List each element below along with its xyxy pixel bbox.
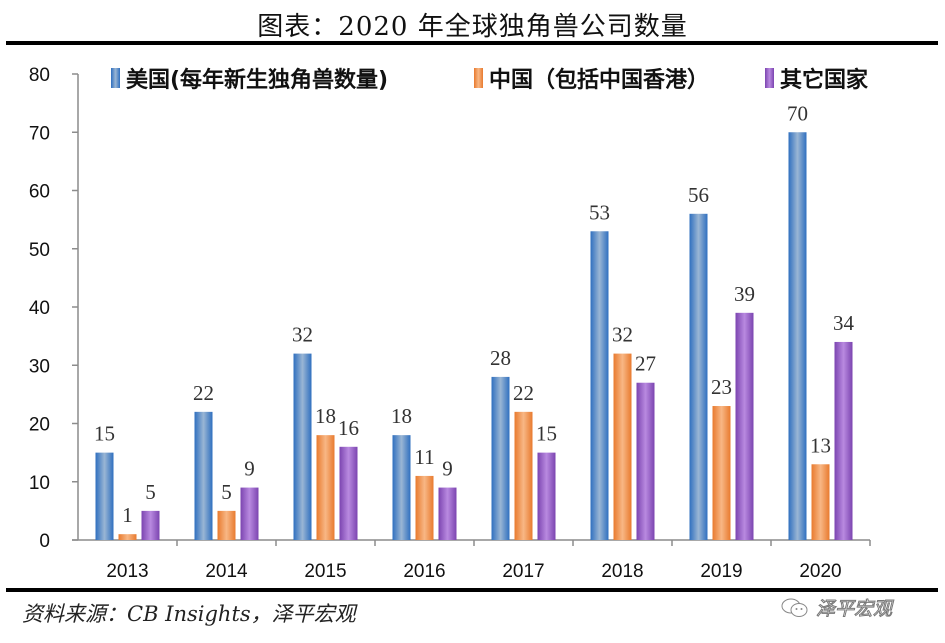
data-label-other-2017: 15 (536, 422, 557, 446)
data-labels: 1522321828535670151811223223135916915273… (94, 101, 855, 527)
legend-swatch-china (474, 68, 483, 88)
data-label-china-2014: 5 (221, 480, 232, 504)
legend-label-china: 中国（包括中国香港） (489, 67, 709, 93)
bar-us-2018 (590, 231, 609, 540)
bar-us-2015 (293, 353, 312, 540)
x-tick-label: 2018 (601, 561, 643, 582)
legend-item-china: 中国（包括中国香港） (474, 67, 709, 93)
source-note: 资料来源：CB Insights，泽平宏观 (22, 602, 356, 626)
y-tick-label: 30 (29, 356, 50, 377)
bar-other-2019 (735, 312, 754, 540)
data-label-us-2020: 70 (787, 101, 808, 125)
data-label-other-2014: 9 (244, 457, 255, 481)
bar-chart: 美国(每年新生独角兽数量) 中国（包括中国香港） 其它国家 0 10 20 30 40 5… (29, 65, 871, 582)
legend-swatch-other (765, 68, 774, 88)
bar-china-2019 (712, 406, 731, 540)
data-label-us-2014: 22 (193, 381, 214, 405)
bar-other-2016 (438, 487, 457, 540)
data-label-china-2020: 13 (810, 433, 831, 457)
data-label-us-2015: 32 (292, 323, 313, 347)
data-label-us-2017: 28 (490, 346, 511, 370)
legend-label-us: 美国(每年新生独角兽数量) (126, 67, 388, 93)
data-label-other-2019: 39 (734, 282, 755, 306)
bar-other-2014 (240, 487, 259, 540)
y-tick-label: 0 (39, 531, 50, 552)
data-label-other-2020: 34 (833, 311, 855, 335)
data-label-other-2018: 27 (635, 352, 656, 376)
x-tick-label: 2015 (304, 561, 346, 582)
bar-us-2017 (491, 376, 510, 540)
x-axis: 2013 2014 2015 2016 2017 2018 2019 2020 (72, 539, 871, 582)
bar-china-2014 (217, 510, 236, 540)
y-tick-label: 20 (29, 415, 50, 436)
legend-swatch-us (111, 68, 120, 88)
y-tick-label: 10 (29, 473, 50, 494)
data-label-china-2018: 32 (612, 323, 633, 347)
data-label-china-2013: 1 (122, 503, 133, 527)
watermark-text: 泽平宏观 (815, 598, 893, 621)
data-label-other-2016: 9 (442, 457, 453, 481)
bar-us-2020 (788, 132, 807, 540)
title-divider (6, 41, 938, 45)
bar-other-2020 (834, 341, 853, 540)
data-label-china-2016: 11 (414, 445, 434, 469)
x-tick-label: 2013 (106, 561, 148, 582)
data-label-us-2018: 53 (589, 200, 610, 224)
x-tick-label: 2014 (205, 561, 248, 582)
data-label-china-2019: 23 (711, 375, 732, 399)
data-label-china-2017: 22 (513, 381, 534, 405)
data-label-us-2016: 18 (391, 404, 412, 428)
legend-label-other: 其它国家 (780, 67, 869, 93)
bar-other-2013 (141, 510, 160, 540)
bar-us-2014 (194, 411, 213, 540)
y-tick-label: 70 (29, 123, 50, 144)
bar-other-2015 (339, 446, 358, 540)
bar-other-2017 (537, 452, 556, 540)
y-tick-label: 60 (29, 182, 50, 203)
bar-other-2018 (636, 382, 655, 540)
x-tick-label: 2020 (799, 561, 841, 582)
legend: 美国(每年新生独角兽数量) 中国（包括中国香港） 其它国家 (111, 67, 869, 93)
data-label-other-2015: 16 (338, 416, 359, 440)
watermark: 泽平宏观 (780, 594, 893, 621)
bar-china-2016 (415, 475, 434, 540)
bars (95, 132, 853, 541)
data-label-other-2013: 5 (145, 480, 156, 504)
data-label-us-2013: 15 (94, 422, 115, 446)
data-label-china-2015: 18 (315, 404, 336, 428)
x-tick-label: 2016 (403, 561, 445, 582)
legend-item-us: 美国(每年新生独角兽数量) (111, 67, 388, 93)
data-label-us-2019: 56 (688, 183, 709, 207)
x-tick-label: 2017 (502, 561, 544, 582)
y-tick-label: 50 (29, 240, 50, 261)
legend-item-other: 其它国家 (765, 67, 869, 93)
footer-divider (6, 588, 938, 592)
bar-china-2015 (316, 435, 335, 540)
bar-us-2013 (95, 452, 114, 540)
chart-title: 图表：2020 年全球独角兽公司数量 (257, 12, 688, 42)
bar-china-2018 (613, 353, 632, 540)
bar-china-2013 (118, 534, 137, 540)
bar-china-2017 (514, 411, 533, 540)
y-axis: 0 10 20 30 40 50 60 70 80 (29, 65, 79, 552)
bar-us-2016 (392, 435, 411, 540)
wechat-icon (780, 597, 810, 619)
bar-china-2020 (811, 464, 830, 540)
y-tick-label: 40 (29, 298, 50, 319)
x-tick-label: 2019 (700, 561, 742, 582)
bar-us-2019 (689, 213, 708, 541)
y-tick-label: 80 (29, 65, 50, 86)
